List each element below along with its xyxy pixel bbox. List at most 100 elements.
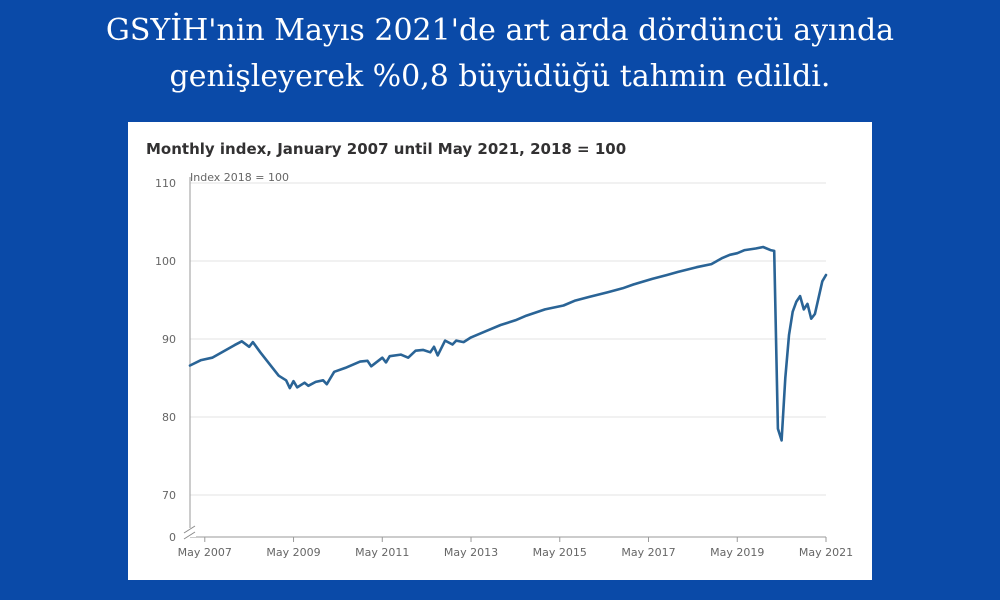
data-point (806, 303, 808, 305)
data-point (607, 291, 609, 293)
data-point (514, 319, 516, 321)
data-point (817, 297, 819, 299)
data-point (385, 361, 387, 363)
axis-break-gap (184, 528, 196, 537)
data-point (414, 350, 416, 352)
data-point (189, 364, 191, 366)
data-point (485, 330, 487, 332)
data-point (270, 365, 272, 367)
data-point (455, 339, 457, 341)
data-point (289, 387, 291, 389)
data-point (285, 379, 287, 381)
data-point (259, 351, 261, 353)
data-point (252, 341, 254, 343)
data-point (326, 383, 328, 385)
data-point (755, 247, 757, 249)
y-tick-label: 100 (155, 255, 176, 268)
headline-line-1: GSYİH'nin Mayıs 2021'de art arda dördünc… (105, 13, 895, 48)
y-axis-label: Index 2018 = 100 (190, 171, 289, 184)
data-point (307, 385, 309, 387)
data-point (729, 254, 731, 256)
data-point (777, 428, 779, 430)
x-tick-label: May 2019 (710, 546, 764, 559)
headline-line-2: genişleyerek %0,8 büyüdüğü tahmin edildi… (169, 59, 831, 94)
data-point (359, 360, 361, 362)
data-point (769, 249, 771, 251)
data-point (437, 354, 439, 356)
y-tick-label: 70 (162, 489, 176, 502)
data-point (248, 346, 250, 348)
data-point (389, 355, 391, 357)
data-point (470, 336, 472, 338)
data-point (762, 246, 764, 248)
data-point (200, 359, 202, 361)
headline: GSYİH'nin Mayıs 2021'de art arda dördünc… (0, 8, 1000, 100)
data-point (525, 314, 527, 316)
data-point (241, 340, 243, 342)
data-point (799, 295, 801, 297)
data-point (407, 357, 409, 359)
data-point (381, 357, 383, 359)
data-points (189, 246, 827, 442)
data-point (370, 365, 372, 367)
y-tick-label: 110 (155, 177, 176, 190)
data-point (795, 300, 797, 302)
gridlines (190, 182, 826, 538)
data-point (444, 339, 446, 341)
x-tick-label: May 2021 (799, 546, 853, 559)
data-point (736, 252, 738, 254)
data-point (433, 346, 435, 348)
data-point (278, 375, 280, 377)
data-point (588, 296, 590, 298)
data-point (333, 371, 335, 373)
x-tick-label: May 2013 (444, 546, 498, 559)
data-point (788, 334, 790, 336)
data-point (429, 351, 431, 353)
y-tick-label: 80 (162, 411, 176, 424)
y-tick-label: 90 (162, 333, 176, 346)
data-point (499, 324, 501, 326)
data-point (451, 343, 453, 345)
data-point (810, 318, 812, 320)
data-point (222, 350, 224, 352)
data-point (303, 382, 305, 384)
data-point (315, 381, 317, 383)
data-point (633, 283, 635, 285)
data-point (366, 360, 368, 362)
axis-break-mark (183, 531, 196, 540)
chart-title: Monthly index, January 2007 until May 20… (146, 140, 627, 158)
y-tick-label: 0 (169, 531, 176, 544)
data-point (803, 308, 805, 310)
data-point (677, 271, 679, 273)
data-point (400, 353, 402, 355)
data-point (322, 379, 324, 381)
data-point (721, 257, 723, 259)
data-point (792, 311, 794, 313)
data-point (296, 386, 298, 388)
data-point (211, 357, 213, 359)
data-point (344, 367, 346, 369)
data-point (573, 300, 575, 302)
x-tick-label: May 2009 (266, 546, 320, 559)
data-point (666, 274, 668, 276)
chart-card: Monthly index, January 2007 until May 20… (128, 122, 872, 580)
data-point (784, 377, 786, 379)
data-point (292, 380, 294, 382)
x-tick-label: May 2007 (178, 546, 232, 559)
data-point (695, 266, 697, 268)
data-point (233, 344, 235, 346)
x-tick-label: May 2011 (355, 546, 409, 559)
data-point (825, 274, 827, 276)
data-point (821, 280, 823, 282)
axis-break-mark (183, 525, 196, 534)
axes (183, 177, 827, 542)
data-point (621, 287, 623, 289)
data-point (422, 349, 424, 351)
data-point (544, 308, 546, 310)
data-point (462, 341, 464, 343)
data-point (562, 304, 564, 306)
data-point (744, 249, 746, 251)
data-point (710, 263, 712, 265)
